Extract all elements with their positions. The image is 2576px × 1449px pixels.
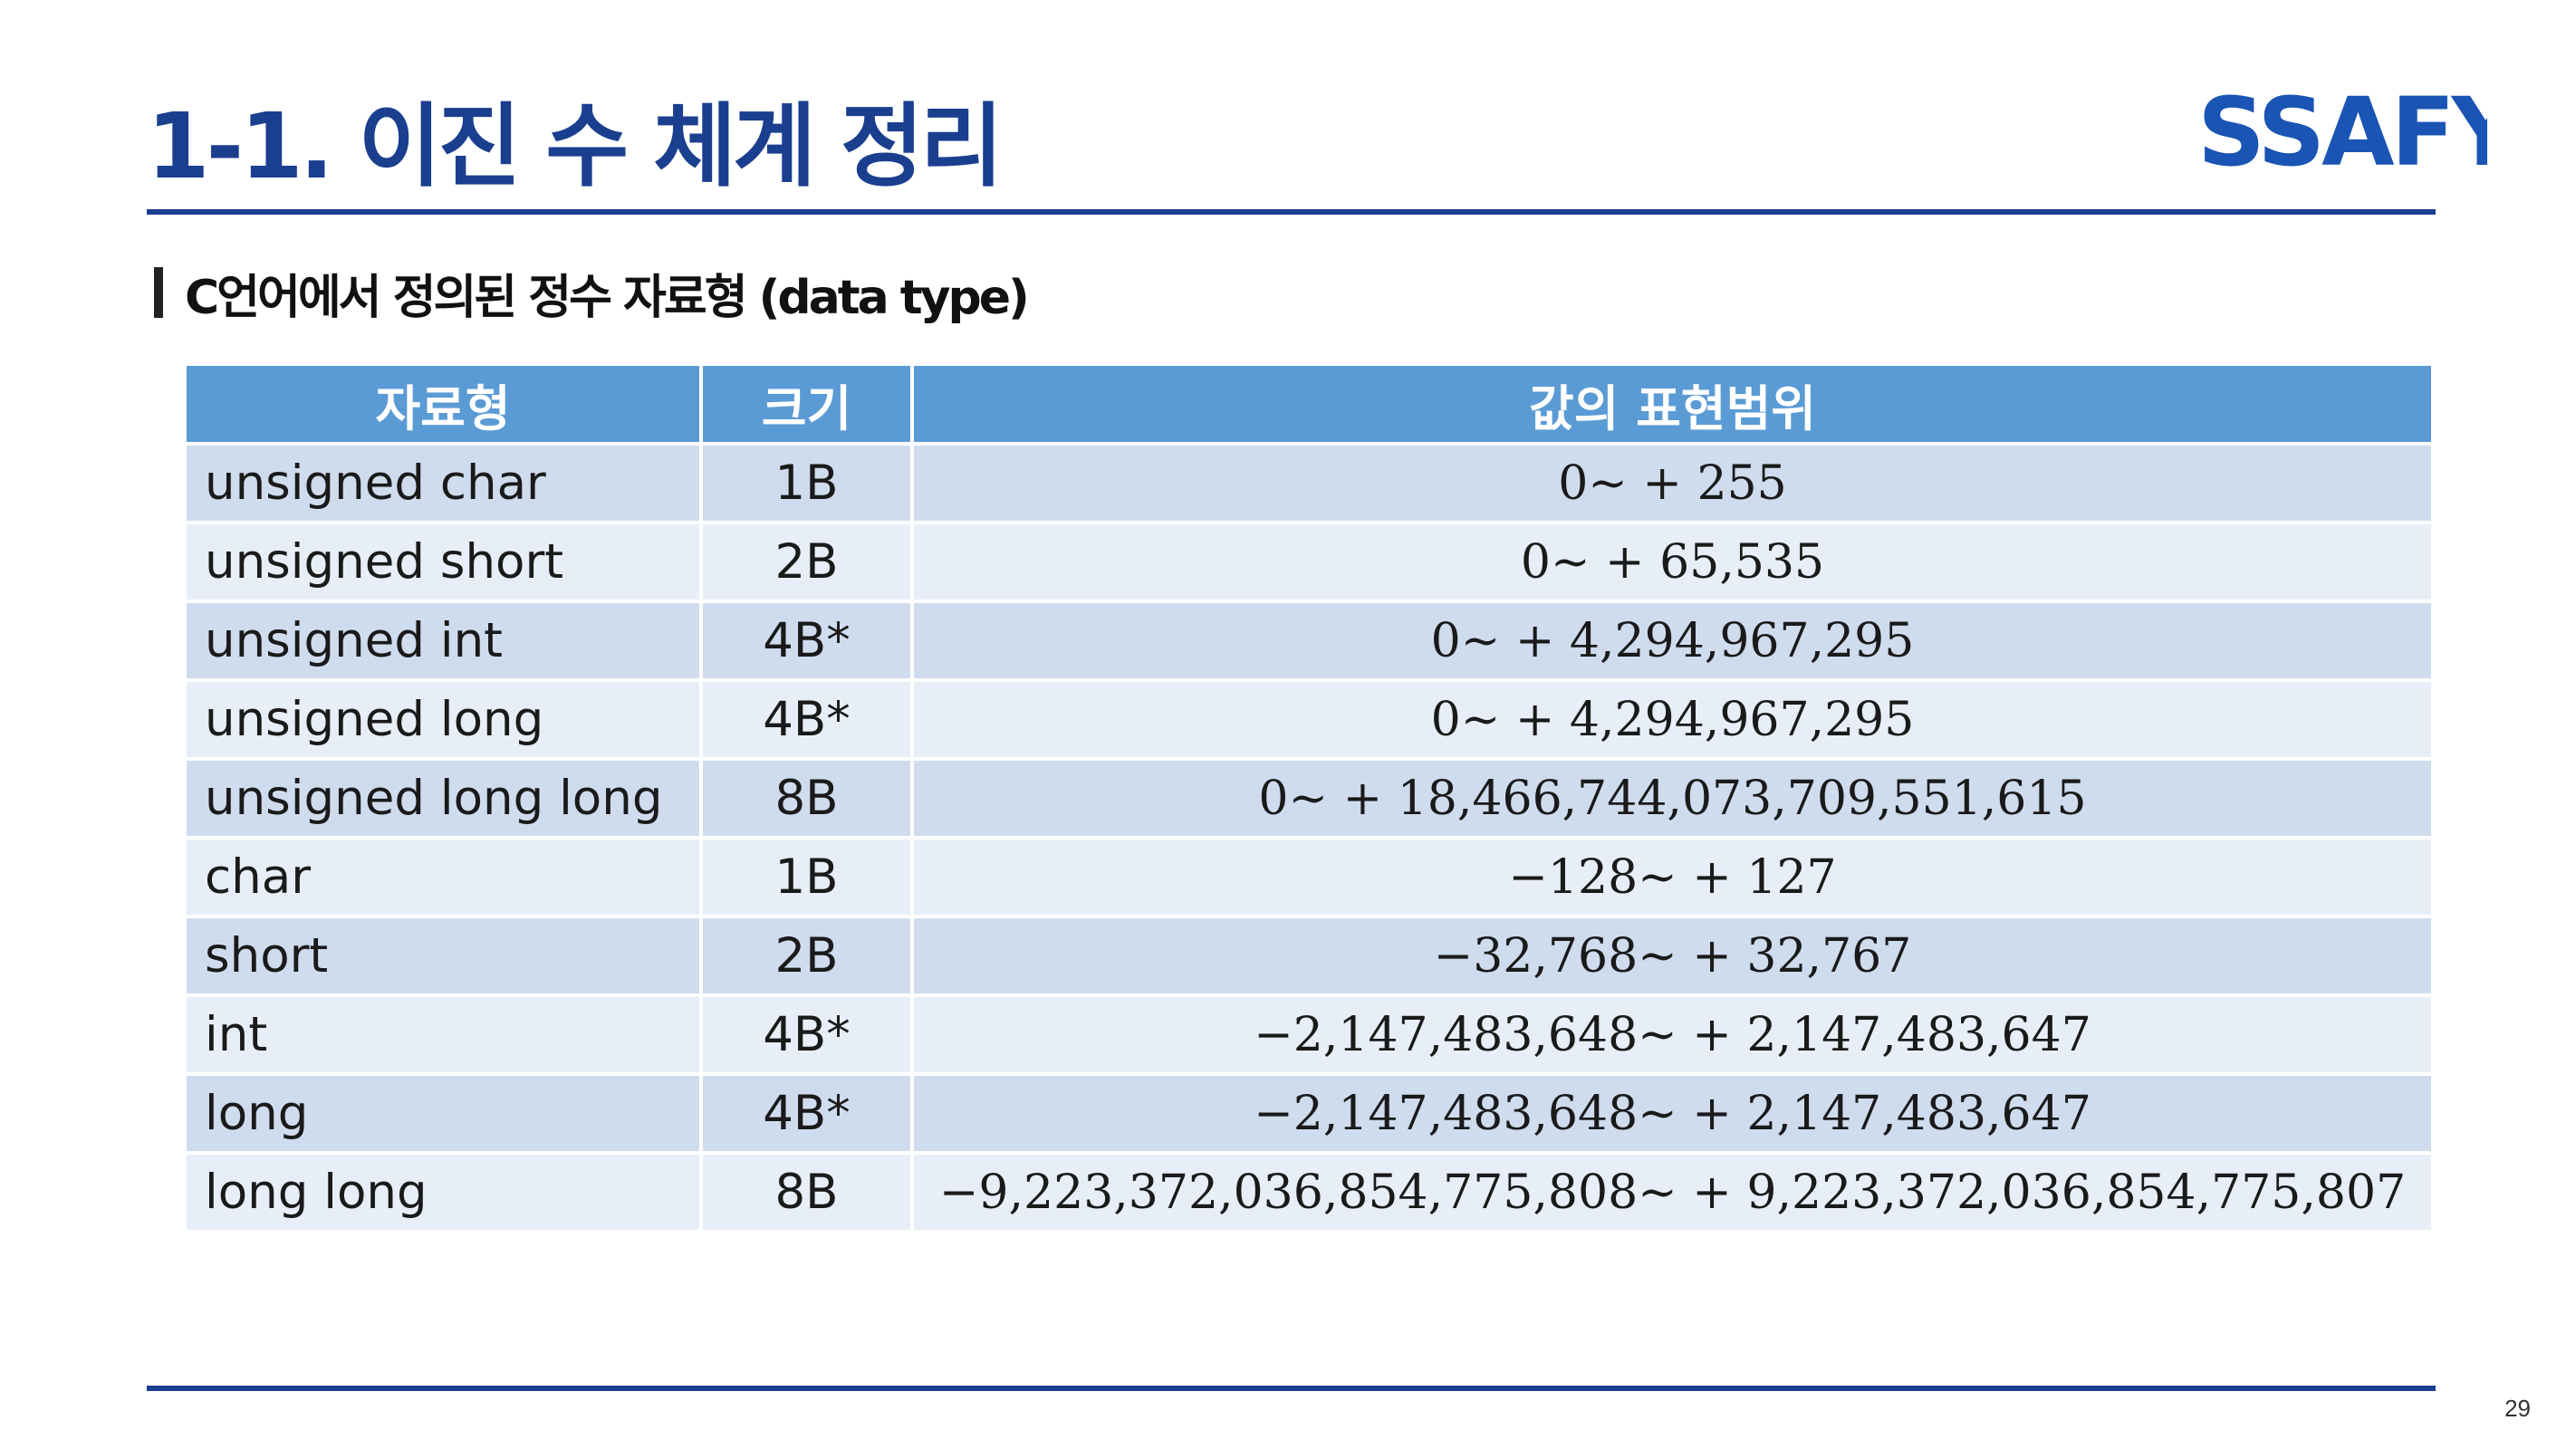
- table-row: unsigned short 2B 0~ + 65,535: [183, 521, 2435, 603]
- header-size: 크기: [699, 362, 914, 446]
- footer-divider: [147, 1386, 2436, 1391]
- table-row: unsigned long long 8B 0~ + 18,466,744,07…: [183, 757, 2435, 840]
- cell-size: 4B*: [699, 993, 914, 1076]
- cell-type: unsigned short: [183, 521, 703, 603]
- section-heading: C언어에서 정의된 정수 자료형 (data type): [154, 261, 1030, 325]
- cell-size: 8B: [699, 1151, 914, 1233]
- slide-title: 1-1. 이진 수 체계 정리: [147, 93, 1004, 199]
- cell-range: 0~ + 4,294,967,295: [910, 678, 2435, 761]
- header-type: 자료형: [183, 362, 703, 446]
- table-header-row: 자료형 크기 값의 표현범위: [183, 362, 2435, 446]
- cell-range: 0~ + 65,535: [910, 521, 2435, 603]
- cell-size: 4B*: [699, 600, 914, 682]
- data-type-table-container: 자료형 크기 값의 표현범위 unsigned char 1B 0~ + 255…: [183, 362, 2435, 1233]
- cell-size: 1B: [699, 442, 914, 524]
- cell-type: unsigned int: [183, 600, 703, 682]
- table-row: unsigned char 1B 0~ + 255: [183, 442, 2435, 524]
- cell-type: long: [183, 1072, 703, 1155]
- cell-size: 2B: [699, 915, 914, 997]
- cell-range: −128~ + 127: [910, 836, 2435, 918]
- page-number: 29: [2504, 1395, 2531, 1422]
- cell-size: 4B*: [699, 678, 914, 761]
- table-row: int 4B* −2,147,483,648~ + 2,147,483,647: [183, 993, 2435, 1076]
- cell-range: −9,223,372,036,854,775,808~ + 9,223,372,…: [910, 1151, 2435, 1233]
- cell-range: 0~ + 18,466,744,073,709,551,615: [910, 757, 2435, 840]
- cell-type: int: [183, 993, 703, 1076]
- cell-size: 2B: [699, 521, 914, 603]
- cell-range: −2,147,483,648~ + 2,147,483,647: [910, 993, 2435, 1076]
- cell-type: char: [183, 836, 703, 918]
- section-heading-text: C언어에서 정의된 정수 자료형 (data type): [185, 270, 1030, 325]
- data-type-table: 자료형 크기 값의 표현범위 unsigned char 1B 0~ + 255…: [183, 362, 2435, 1233]
- table-row: unsigned int 4B* 0~ + 4,294,967,295: [183, 600, 2435, 682]
- logo-text: SSAFY: [2197, 87, 2487, 174]
- cell-type: unsigned long: [183, 678, 703, 761]
- table-row: char 1B −128~ + 127: [183, 836, 2435, 918]
- ssafy-logo-mark: SSAFY: [2197, 87, 2487, 174]
- ssafy-logo: SSAFY: [2197, 87, 2487, 174]
- table-row: short 2B −32,768~ + 32,767: [183, 915, 2435, 997]
- cell-range: −32,768~ + 32,767: [910, 915, 2435, 997]
- cell-range: 0~ + 4,294,967,295: [910, 600, 2435, 682]
- header-range: 값의 표현범위: [910, 362, 2435, 446]
- cell-size: 1B: [699, 836, 914, 918]
- cell-type: short: [183, 915, 703, 997]
- table-row: long long 8B −9,223,372,036,854,775,808~…: [183, 1151, 2435, 1233]
- heading-marker: [154, 267, 163, 318]
- header-divider: [147, 209, 2436, 215]
- cell-type: unsigned char: [183, 442, 703, 524]
- cell-range: −2,147,483,648~ + 2,147,483,647: [910, 1072, 2435, 1155]
- cell-type: long long: [183, 1151, 703, 1233]
- table-row: long 4B* −2,147,483,648~ + 2,147,483,647: [183, 1072, 2435, 1155]
- cell-size: 8B: [699, 757, 914, 840]
- cell-type: unsigned long long: [183, 757, 703, 840]
- table-row: unsigned long 4B* 0~ + 4,294,967,295: [183, 678, 2435, 761]
- cell-range: 0~ + 255: [910, 442, 2435, 524]
- cell-size: 4B*: [699, 1072, 914, 1155]
